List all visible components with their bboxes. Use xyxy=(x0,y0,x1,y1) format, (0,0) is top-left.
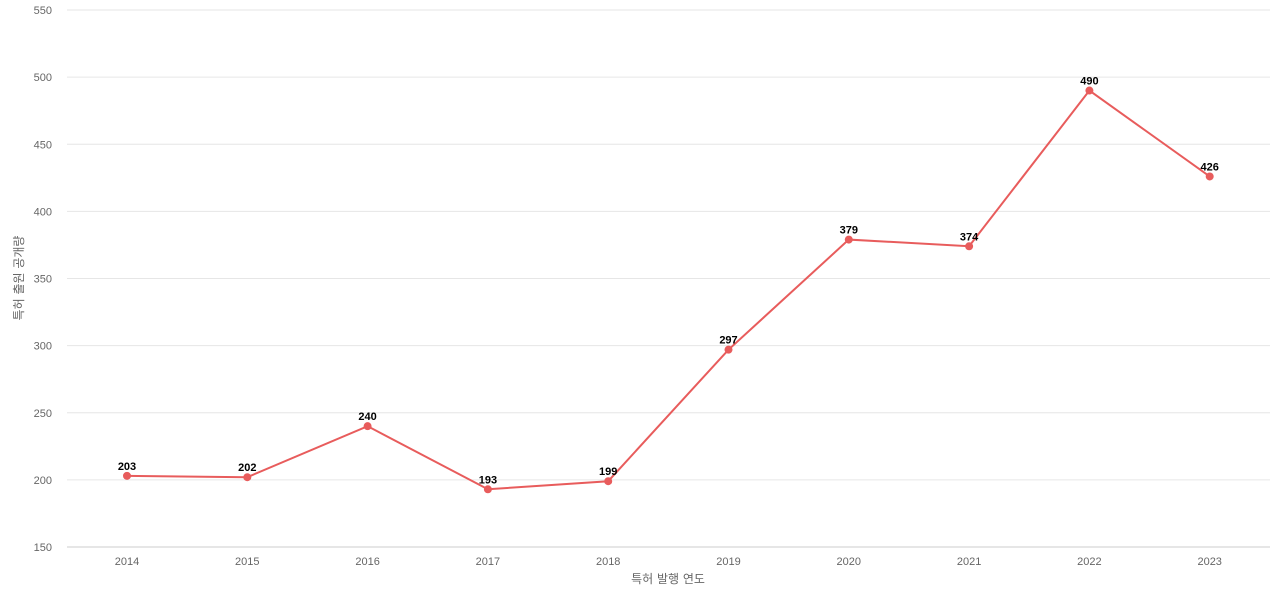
y-axis-ticks: 150 200 250 300 350 400 450 500 550 xyxy=(34,5,52,554)
data-point xyxy=(483,485,492,494)
data-points xyxy=(123,86,1214,494)
y-tick-label: 200 xyxy=(34,475,52,487)
data-label: 240 xyxy=(358,411,376,423)
data-label: 202 xyxy=(238,462,256,474)
y-tick-label: 550 xyxy=(34,5,52,17)
grid-lines xyxy=(67,9,1270,548)
x-tick-label: 2021 xyxy=(957,556,981,568)
data-label: 379 xyxy=(840,225,858,237)
y-tick-label: 300 xyxy=(34,341,52,353)
data-point xyxy=(724,345,733,354)
data-point xyxy=(965,242,974,251)
data-label: 297 xyxy=(719,335,737,347)
data-labels: 203 202 240 193 199 297 379 374 490 426 xyxy=(118,76,1219,487)
data-label: 199 xyxy=(599,466,617,478)
data-point xyxy=(1205,172,1214,181)
x-tick-label: 2020 xyxy=(837,556,861,568)
data-label: 490 xyxy=(1080,76,1098,88)
data-label: 374 xyxy=(960,231,979,243)
x-tick-label: 2016 xyxy=(355,556,379,568)
data-label: 426 xyxy=(1201,161,1219,173)
x-tick-label: 2018 xyxy=(596,556,620,568)
data-label: 203 xyxy=(118,461,136,473)
y-axis-title: 특허 출원 공개량 xyxy=(12,236,26,321)
y-tick-label: 500 xyxy=(34,72,52,84)
x-tick-label: 2017 xyxy=(476,556,500,568)
data-point xyxy=(363,422,372,431)
data-label: 193 xyxy=(479,474,497,486)
y-tick-label: 400 xyxy=(34,206,52,218)
y-tick-label: 350 xyxy=(34,274,52,286)
x-tick-label: 2019 xyxy=(716,556,740,568)
x-axis-title: 특허 발행 연도 xyxy=(631,571,705,586)
data-point xyxy=(123,471,131,480)
data-point xyxy=(1085,86,1094,95)
x-tick-label: 2023 xyxy=(1197,556,1221,568)
y-tick-label: 450 xyxy=(34,139,52,151)
x-tick-label: 2015 xyxy=(235,556,259,568)
x-tick-label: 2022 xyxy=(1077,556,1101,568)
x-tick-label: 2014 xyxy=(115,556,139,568)
data-point xyxy=(844,235,853,244)
series-line xyxy=(126,89,1211,491)
y-tick-label: 250 xyxy=(34,408,52,420)
data-point xyxy=(604,477,613,486)
x-axis-ticks: 2014 2015 2016 2017 2018 2019 2020 2021 2022 2023 xyxy=(115,556,1222,568)
y-tick-label: 150 xyxy=(34,542,52,554)
data-point xyxy=(243,473,252,482)
